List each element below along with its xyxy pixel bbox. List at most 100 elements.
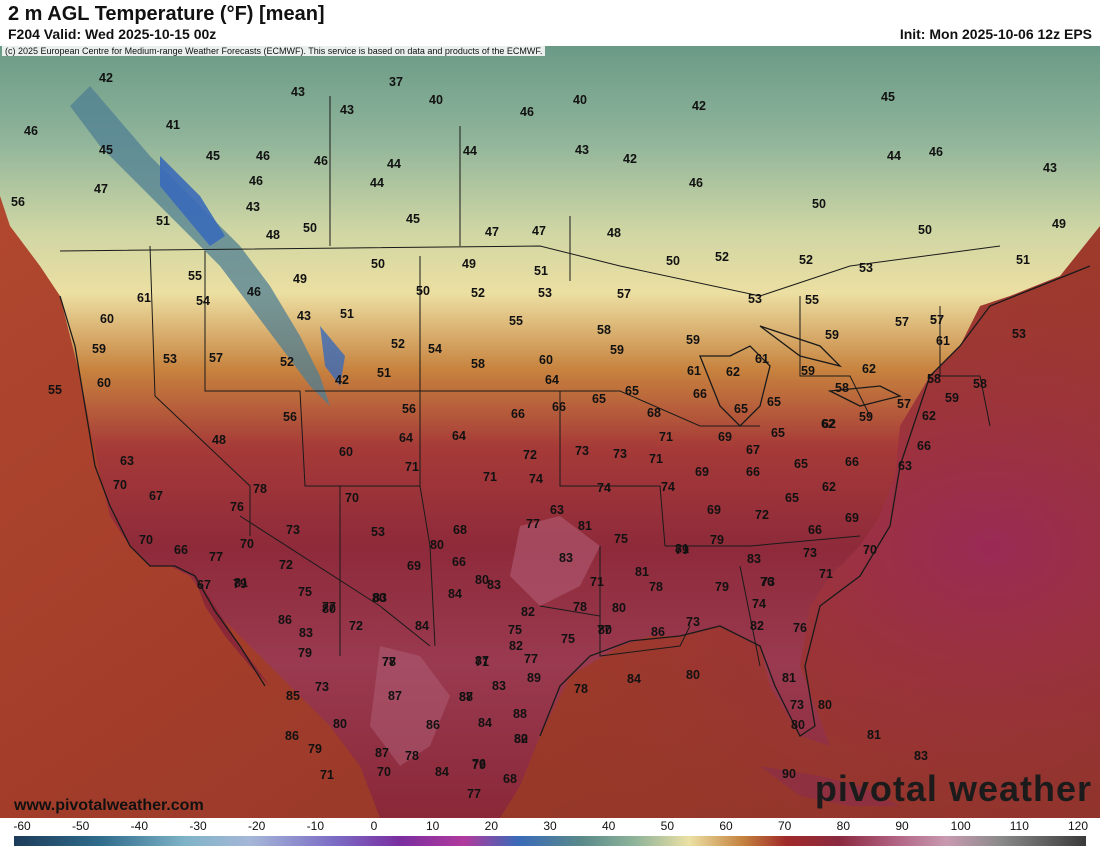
temperature-label: 55	[509, 314, 523, 328]
temperature-label: 46	[929, 145, 943, 159]
temperature-label: 57	[209, 351, 223, 365]
temperature-label: 54	[196, 294, 210, 308]
temperature-label: 52	[391, 337, 405, 351]
temperature-label: 71	[320, 768, 334, 782]
temperature-label: 67	[149, 489, 163, 503]
temperature-label: 74	[529, 472, 543, 486]
temperature-label: 69	[695, 465, 709, 479]
colorbar-tick-label: 10	[425, 819, 440, 833]
temperature-label: 48	[607, 226, 621, 240]
brand-logo: pivotal weather	[814, 768, 1092, 809]
temperature-label: 65	[785, 491, 799, 505]
temperature-label: 42	[692, 99, 706, 113]
temperature-label: 50	[812, 197, 826, 211]
temperature-label: 53	[163, 352, 177, 366]
temperature-label: 53	[859, 261, 873, 275]
temperature-label: 84	[415, 619, 429, 633]
temperature-label: 73	[790, 698, 804, 712]
temperature-label: 51	[377, 366, 391, 380]
map-header: 2 m AGL Temperature (°F) [mean] F204 Val…	[0, 0, 1100, 46]
temperature-label: 78	[405, 749, 419, 763]
temperature-label: 53	[538, 286, 552, 300]
colorbar-tick-label: 100	[950, 819, 971, 833]
temperature-label: 84	[435, 765, 449, 779]
temperature-label: 83	[747, 552, 761, 566]
temperature-label: 80	[430, 538, 444, 552]
temperature-label: 41	[166, 118, 180, 132]
temperature-label: 59	[825, 328, 839, 342]
temperature-label: 90	[782, 767, 796, 781]
temperature-label: 46	[689, 176, 703, 190]
temperature-label: 80	[322, 602, 336, 616]
site-url[interactable]: www.pivotalweather.com	[14, 797, 204, 814]
temperature-label: 66	[808, 523, 822, 537]
temperature-label: 60	[539, 353, 553, 367]
temperature-label: 52	[799, 253, 813, 267]
temperature-label: 83	[299, 626, 313, 640]
temperature-label: 78	[382, 655, 396, 669]
temperature-label: 75	[508, 623, 522, 637]
colorbar-scale	[14, 836, 1086, 846]
temperature-label: 53	[371, 525, 385, 539]
colorbar-tick-label: 20	[484, 819, 499, 833]
temperature-label: 70	[139, 533, 153, 547]
temperature-label: 57	[930, 313, 944, 327]
temperature-label: 54	[428, 342, 442, 356]
temperature-label: 52	[280, 355, 294, 369]
temperature-label: 49	[293, 272, 307, 286]
temperature-label: 80	[818, 698, 832, 712]
temperature-label: 80	[598, 623, 612, 637]
colorbar-tick-label: 40	[601, 819, 616, 833]
temperature-label: 42	[335, 373, 349, 387]
temperature-label: 65	[625, 384, 639, 398]
temperature-label: 68	[453, 523, 467, 537]
map-title: 2 m AGL Temperature (°F) [mean]	[8, 3, 325, 25]
temperature-label: 40	[429, 93, 443, 107]
temperature-label: 47	[485, 225, 499, 239]
temperature-label: 80	[791, 718, 805, 732]
temperature-label: 56	[283, 410, 297, 424]
temperature-label: 64	[399, 431, 413, 445]
temperature-label: 72	[523, 448, 537, 462]
colorbar-tick-label: -40	[130, 819, 148, 833]
colorbar-tick-label: 30	[543, 819, 557, 833]
colorbar-tick-label: 80	[836, 819, 851, 833]
temperature-label: 64	[545, 373, 559, 387]
rockies-cool-band	[70, 86, 330, 406]
temperature-label: 81	[675, 542, 689, 556]
temperature-label: 70	[345, 491, 359, 505]
temperature-label: 66	[511, 407, 525, 421]
temperature-label: 63	[898, 459, 912, 473]
temperature-label: 80	[475, 573, 489, 587]
temperature-label: 46	[256, 149, 270, 163]
valid-time: F204 Valid: Wed 2025-10-15 00z	[8, 26, 217, 42]
temperature-map[interactable]: 42 43 37 40 40 42 45 46 41 43 46 45 45 4…	[0, 46, 1100, 818]
temperature-label: 56	[11, 195, 25, 209]
init-time: Init: Mon 2025-10-06 12z EPS	[899, 26, 1092, 42]
temperature-label: 53	[1012, 327, 1026, 341]
temperature-label: 61	[936, 334, 950, 348]
temperature-label: 88	[513, 707, 527, 721]
temperature-label: 67	[197, 578, 211, 592]
temperature-label: 67	[746, 443, 760, 457]
snow-cap-icon	[160, 156, 225, 246]
temperature-label: 75	[561, 632, 575, 646]
temperature-label: 84	[478, 716, 492, 730]
colorbar-tick-label: -50	[71, 819, 90, 833]
temperature-label: 71	[483, 470, 497, 484]
temperature-label: 66	[552, 400, 566, 414]
ecmwf-credit: (c) 2025 European Centre for Medium-rang…	[2, 46, 546, 56]
colorbar-tick-labels: -60 -50 -40 -30 -20 -10 0 10 20 30 40 50 60 70 80 90 100…	[0, 818, 1100, 834]
temperature-label: 58	[927, 372, 941, 386]
temperature-label: 65	[592, 392, 606, 406]
temperature-label: 47	[94, 182, 108, 196]
temperature-label: 87	[459, 690, 473, 704]
temperature-label: 79	[710, 533, 724, 547]
temperature-label: 81	[578, 519, 592, 533]
temperature-label: 50	[666, 254, 680, 268]
temperature-label: 82	[750, 619, 764, 633]
temperature-label: 80	[612, 601, 626, 615]
colorbar-tick-label: 110	[1009, 819, 1029, 833]
colorbar-tick-label: 50	[660, 819, 675, 833]
temperature-label: 73	[286, 523, 300, 537]
